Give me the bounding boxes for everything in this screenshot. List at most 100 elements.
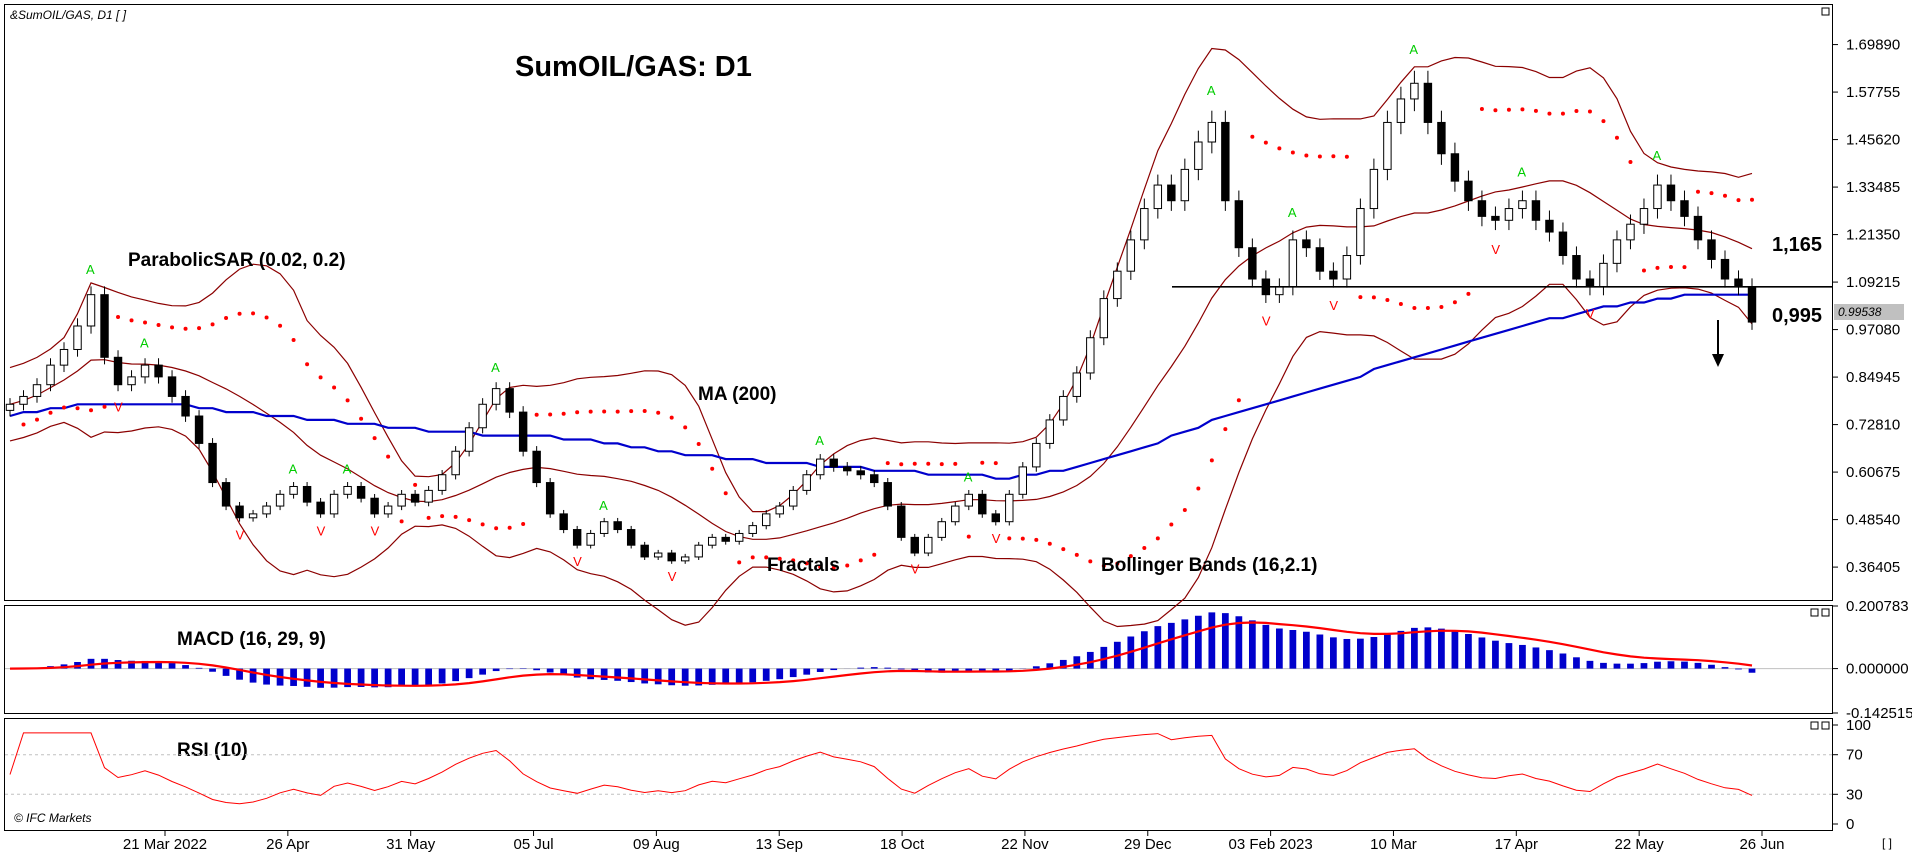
candle bbox=[181, 390, 190, 422]
candle bbox=[46, 358, 55, 392]
fractal-up-icon: A bbox=[1288, 205, 1297, 220]
sar-dot bbox=[278, 323, 283, 328]
corner-label[interactable]: [ ] bbox=[1882, 836, 1892, 850]
sar-dot bbox=[251, 311, 256, 316]
pane-corner-box-main[interactable] bbox=[1821, 7, 1830, 16]
candle bbox=[1437, 110, 1446, 165]
candle-body bbox=[1572, 255, 1581, 280]
candle bbox=[1464, 170, 1473, 211]
pane-corner-box-macd[interactable] bbox=[1810, 608, 1830, 617]
ma-label: MA (200) bbox=[698, 384, 776, 405]
sar-dot bbox=[899, 462, 904, 467]
candle-body bbox=[262, 505, 271, 515]
level-lower-label: 0,995 bbox=[1772, 305, 1822, 327]
candle bbox=[1518, 190, 1527, 219]
fractal-up-icon: A bbox=[1207, 83, 1216, 98]
candle bbox=[289, 482, 298, 499]
sar-dot bbox=[521, 522, 526, 527]
candle bbox=[613, 517, 622, 534]
candle-body bbox=[1383, 121, 1392, 170]
rsi-pane bbox=[4, 718, 1833, 831]
candle-body bbox=[424, 489, 433, 503]
candle-body bbox=[140, 364, 150, 378]
sar-dot bbox=[318, 375, 323, 380]
candle-body bbox=[1207, 121, 1217, 143]
pane-corner-box-rsi[interactable] bbox=[1810, 721, 1830, 730]
sar-dot bbox=[804, 561, 809, 566]
candle-body bbox=[1072, 372, 1082, 397]
fractal-down-icon: V bbox=[992, 531, 1001, 546]
sar-dot bbox=[1668, 265, 1673, 270]
sar-dot bbox=[1128, 554, 1133, 559]
candle-body bbox=[1032, 442, 1041, 468]
candle-body bbox=[897, 505, 906, 538]
candle-body bbox=[1531, 200, 1541, 221]
candle-body bbox=[1734, 278, 1743, 288]
candle-body bbox=[586, 532, 595, 546]
candle-body bbox=[451, 450, 460, 476]
candle-body bbox=[1126, 239, 1136, 272]
x-tick-label: 05 Jul bbox=[514, 836, 554, 853]
candle bbox=[1491, 206, 1500, 231]
candle bbox=[1720, 250, 1730, 288]
y-tick-label-main: 0.72810 bbox=[1846, 417, 1900, 434]
candle bbox=[1248, 238, 1257, 288]
candle-body bbox=[545, 482, 555, 515]
candle-body bbox=[964, 493, 973, 507]
candle-body bbox=[1302, 239, 1311, 249]
y-tick-label-main: 1.21350 bbox=[1846, 227, 1900, 244]
candle bbox=[1653, 174, 1662, 219]
candle bbox=[1680, 190, 1689, 227]
candle bbox=[1612, 230, 1622, 273]
sar-dot bbox=[1020, 536, 1025, 541]
sar-dot bbox=[1209, 458, 1214, 463]
x-tick-label: 26 Jun bbox=[1739, 836, 1784, 853]
candle-body bbox=[870, 474, 879, 484]
chart-title: SumOIL/GAS: D1 bbox=[515, 51, 752, 83]
candle bbox=[451, 446, 460, 480]
sar-dot bbox=[1655, 265, 1660, 270]
candle-body bbox=[86, 294, 96, 327]
candle bbox=[221, 478, 231, 511]
candle-body bbox=[951, 505, 960, 523]
sar-dot bbox=[264, 315, 269, 320]
parabolic-sar-layer bbox=[21, 106, 1754, 570]
candle-body bbox=[626, 529, 636, 546]
candle-body bbox=[1234, 200, 1244, 249]
sar-dot bbox=[885, 461, 890, 466]
candle-body bbox=[1558, 231, 1568, 257]
candle-body bbox=[1693, 215, 1703, 241]
candle-body bbox=[1612, 239, 1622, 264]
candle bbox=[464, 422, 474, 457]
candle bbox=[1410, 70, 1419, 112]
y-axis-rsi: 100 70 30 0 bbox=[1832, 717, 1871, 833]
sar-dot bbox=[1074, 552, 1079, 557]
candle-body bbox=[194, 415, 204, 444]
candle-body bbox=[167, 376, 177, 397]
candle-body bbox=[789, 489, 798, 507]
sar-dot bbox=[548, 412, 553, 417]
candle bbox=[1450, 142, 1460, 192]
ma-200-layer bbox=[9, 293, 1752, 480]
sar-dot bbox=[1155, 536, 1160, 541]
candle bbox=[1572, 246, 1581, 288]
sar-dot bbox=[507, 525, 512, 530]
sar-dot bbox=[1223, 427, 1228, 432]
candle bbox=[897, 501, 906, 541]
candle-body bbox=[154, 364, 163, 378]
candle bbox=[113, 350, 123, 392]
candle-body bbox=[329, 493, 339, 515]
sar-dot bbox=[62, 405, 67, 410]
candle-body bbox=[1099, 298, 1109, 339]
candle bbox=[1383, 110, 1392, 181]
sar-dot bbox=[656, 410, 661, 415]
candle bbox=[883, 478, 892, 511]
candle bbox=[424, 486, 433, 507]
candle-body bbox=[1275, 286, 1284, 296]
candle-body bbox=[1248, 247, 1257, 280]
sar-dot bbox=[372, 436, 377, 441]
candle bbox=[1113, 262, 1122, 307]
candle-body bbox=[1153, 184, 1163, 210]
candle bbox=[1140, 198, 1149, 250]
candle bbox=[910, 533, 919, 557]
